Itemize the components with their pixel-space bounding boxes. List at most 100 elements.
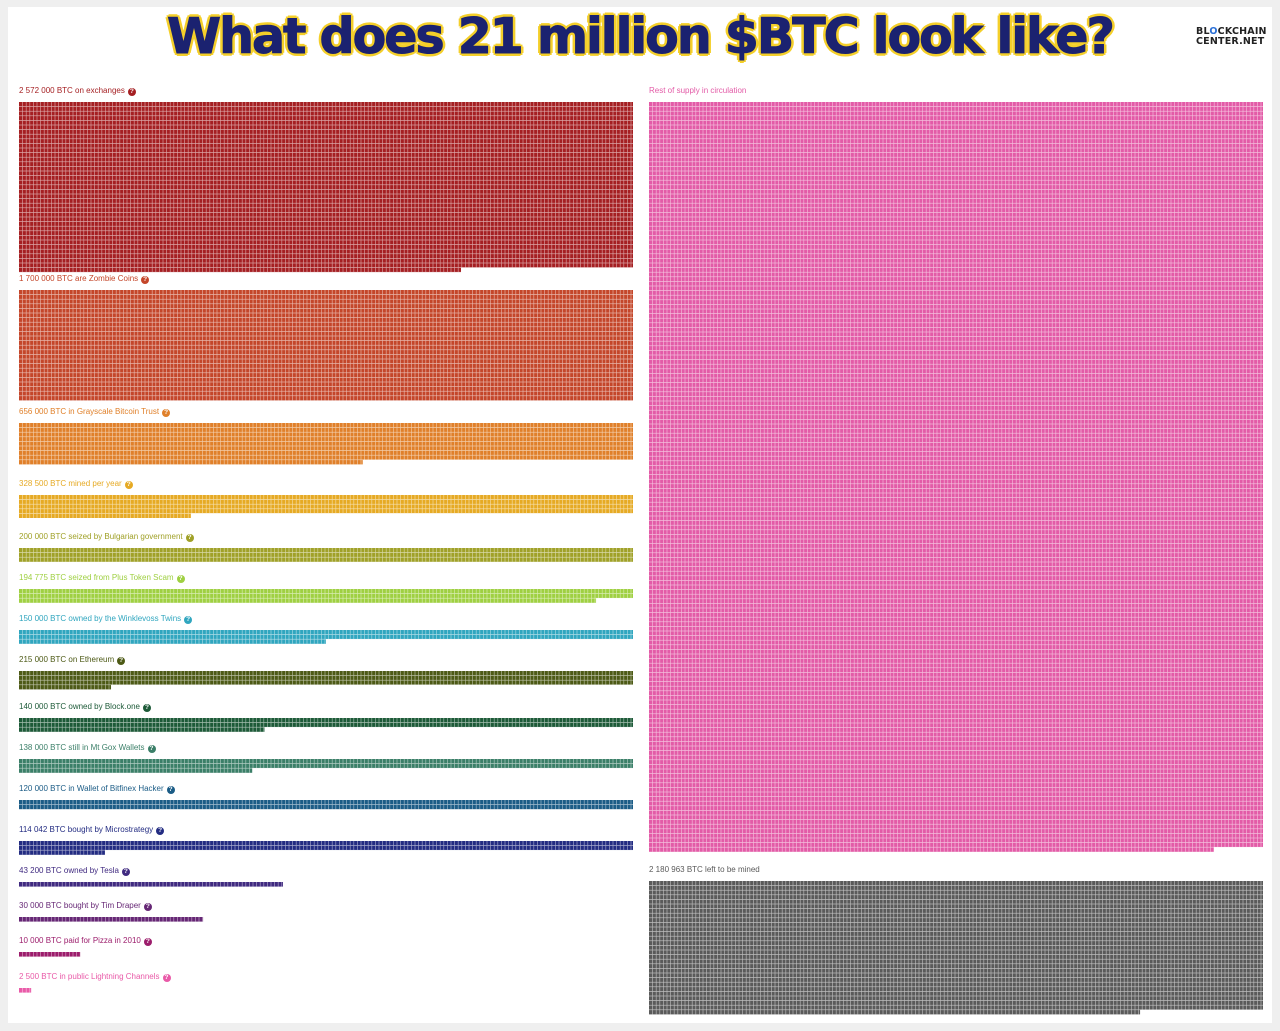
help-icon[interactable]: ?: [147, 745, 156, 753]
waffle-row: [19, 459, 363, 465]
group-label-text: 2 500 BTC in public Lightning Channels: [19, 972, 160, 981]
waffle-row: [19, 455, 633, 460]
waffle-row: [649, 474, 1263, 480]
waffle-block: [19, 423, 634, 466]
waffle-row: [19, 917, 204, 922]
waffle-row: [649, 589, 1263, 595]
waffle-row: [19, 446, 633, 451]
group-label: 656 000 BTC in Grayscale Bitcoin Trust?: [19, 407, 171, 417]
waffle-row: [649, 954, 1263, 960]
waffle-row: [649, 1009, 1141, 1015]
waffle-row: [649, 746, 1263, 751]
waffle-row: [649, 626, 1263, 631]
waffle-row: [649, 226, 1263, 231]
waffle-row: [649, 769, 1263, 774]
waffle-row: [649, 391, 1263, 397]
help-icon[interactable]: ?: [162, 409, 171, 417]
waffle-remainder-gap: [1213, 847, 1264, 853]
help-icon[interactable]: ?: [184, 616, 193, 624]
waffle-row: [649, 833, 1263, 838]
waffle-row: [19, 671, 633, 676]
waffle-row: [649, 736, 1263, 742]
waffle-remainder-gap: [203, 917, 634, 923]
waffle-row: [649, 221, 1263, 227]
waffle-row: [19, 175, 633, 181]
help-icon[interactable]: ?: [117, 657, 126, 665]
waffle-row: [19, 230, 633, 236]
waffle-row: [649, 424, 1263, 429]
help-icon[interactable]: ?: [143, 938, 152, 946]
waffle-row: [649, 442, 1263, 447]
waffle-row: [649, 598, 1263, 604]
waffle-row: [649, 171, 1263, 176]
waffle-row: [649, 272, 1263, 277]
waffle-block: [649, 881, 1264, 1016]
help-icon[interactable]: ?: [166, 786, 175, 794]
waffle-row: [649, 723, 1263, 728]
group-label: 328 500 BTC mined per year?: [19, 479, 133, 489]
waffle-row: [19, 372, 633, 378]
waffle-row: [19, 212, 633, 217]
help-icon[interactable]: ?: [121, 868, 130, 876]
waffle-row: [19, 129, 633, 135]
help-icon[interactable]: ?: [141, 276, 150, 284]
waffle-block: [19, 548, 633, 562]
waffle-row: [19, 157, 633, 162]
waffle-row: [649, 506, 1263, 512]
waffle-block: [19, 882, 634, 888]
waffle-row: [649, 667, 1263, 673]
waffle-row: [649, 350, 1263, 355]
waffle-row: [19, 395, 633, 401]
waffle-row: [19, 294, 633, 300]
waffle-row: [649, 548, 1263, 553]
waffle-row: [649, 894, 1263, 900]
waffle-row: [649, 286, 1263, 291]
help-icon[interactable]: ?: [127, 88, 136, 96]
waffle-row: [19, 115, 633, 121]
waffle-row: [649, 700, 1263, 705]
waffle-row: [649, 387, 1263, 392]
waffle-row: [19, 377, 633, 382]
waffle-row: [19, 235, 633, 240]
waffle-row: [649, 927, 1263, 932]
waffle-grid: [19, 495, 633, 518]
waffle-row: [19, 548, 633, 553]
waffle-row: [19, 290, 633, 295]
waffle-row: [649, 295, 1263, 300]
waffle-row: [649, 917, 1263, 923]
waffle-grid: [649, 102, 1263, 852]
waffle-row: [19, 593, 633, 599]
waffle-row: [19, 194, 633, 199]
group-label-text: 328 500 BTC mined per year: [19, 479, 122, 488]
help-icon[interactable]: ?: [156, 827, 165, 835]
group-label: 30 000 BTC bought by Tim Draper?: [19, 901, 152, 911]
help-icon[interactable]: ?: [162, 974, 171, 982]
waffle-block: [19, 988, 634, 994]
waffle-row: [649, 368, 1263, 374]
waffle-row: [19, 436, 633, 442]
help-icon[interactable]: ?: [124, 481, 133, 489]
waffle-row: [649, 608, 1263, 613]
waffle-row: [649, 157, 1263, 162]
waffle-row: [649, 198, 1263, 204]
waffle-row: [19, 804, 633, 810]
waffle-row: [19, 598, 597, 603]
waffle-row: [19, 253, 633, 259]
help-icon[interactable]: ?: [185, 534, 194, 542]
waffle-row: [649, 488, 1263, 493]
waffle-row: [649, 460, 1263, 466]
waffle-row: [649, 973, 1263, 978]
help-icon[interactable]: ?: [176, 575, 185, 583]
waffle-block: [19, 917, 634, 923]
waffle-row: [649, 138, 1263, 144]
waffle-row: [649, 922, 1263, 927]
waffle-row: [649, 148, 1263, 153]
waffle-row: [649, 470, 1263, 475]
waffle-row: [649, 309, 1263, 314]
help-icon[interactable]: ?: [142, 704, 151, 712]
waffle-row: [649, 931, 1263, 937]
help-icon[interactable]: ?: [143, 903, 152, 911]
waffle-row: [649, 378, 1263, 383]
waffle-row: [649, 635, 1263, 641]
brand-text-part: CENTER.NET: [1196, 36, 1265, 47]
